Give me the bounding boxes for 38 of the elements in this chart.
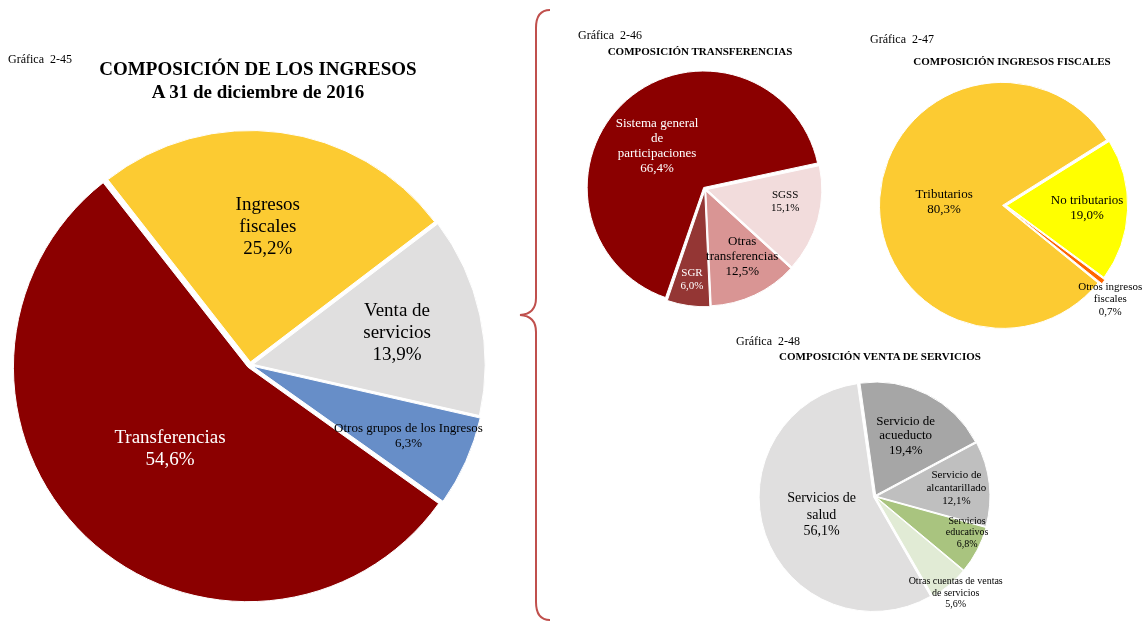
data-label: 56,1% bbox=[803, 522, 840, 538]
data-label: 6,8% bbox=[956, 537, 978, 549]
data-label: 25,2% bbox=[243, 237, 293, 259]
data-label: 0,7% bbox=[1098, 304, 1122, 317]
chart-subtitle: A 31 de diciembre de 2016 bbox=[150, 80, 366, 104]
data-label: 13,9% bbox=[372, 342, 422, 364]
data-label: 12,1% bbox=[942, 493, 971, 506]
slice-label: SGSS bbox=[771, 187, 799, 200]
data-label: 6,3% bbox=[394, 434, 423, 450]
text: Gráfica 2-46 bbox=[578, 28, 642, 43]
data-label: 19,0% bbox=[1070, 207, 1104, 223]
slice-label: Otras transferencias bbox=[706, 232, 779, 263]
data-label: 66,4% bbox=[640, 159, 674, 175]
data-label: 19,4% bbox=[888, 442, 923, 458]
slice-label: SGR bbox=[681, 266, 704, 279]
slice-label: No tributarios bbox=[1050, 192, 1124, 208]
slice-label: Servicio de alcantarillado bbox=[926, 468, 987, 493]
slice-label: Ingresos fiscales bbox=[235, 193, 300, 237]
chart-title: COMPOSICIÓN DE LOS INGRESOS bbox=[99, 58, 417, 79]
slice-label: Venta de servicios bbox=[363, 299, 431, 343]
slice-label: Transferencias bbox=[114, 425, 226, 447]
text: Gráfica 2-45 bbox=[8, 52, 72, 67]
slice-label: Sistema general de participaciones bbox=[615, 115, 699, 161]
chart-title: COMPOSICIÓN VENTA DE SERVICIOS bbox=[778, 350, 982, 364]
slice-label: Servicio de acueducto bbox=[876, 412, 936, 443]
text: Gráfica 2-48 bbox=[736, 334, 800, 349]
data-label: 80,3% bbox=[927, 200, 962, 216]
chart-title: COMPOSICIÓN TRANSFERENCIAS bbox=[606, 45, 794, 59]
text: Gráfica 2-47 bbox=[870, 32, 934, 47]
data-label: 6,0% bbox=[680, 278, 704, 291]
slice-label: Servicios de salud bbox=[787, 490, 856, 522]
chart-title: COMPOSICIÓN INGRESOS FISCALES bbox=[912, 55, 1112, 69]
data-label: 15,1% bbox=[770, 200, 800, 213]
data-label: 5,6% bbox=[945, 598, 967, 610]
slice-label: Tributarios bbox=[915, 185, 973, 201]
slice-label: Otras cuentas de ventas de servicios bbox=[908, 575, 1003, 598]
data-label: 12,5% bbox=[725, 262, 760, 278]
data-label: 54,6% bbox=[145, 447, 195, 469]
